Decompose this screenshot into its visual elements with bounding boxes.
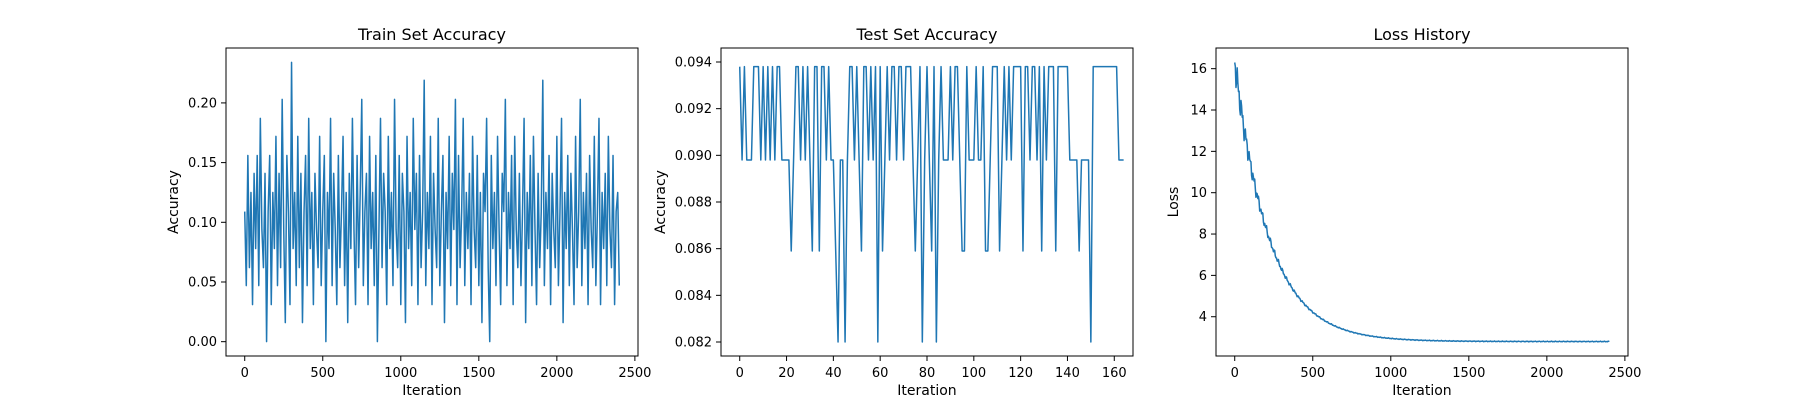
- test-y-tick-label: 0.084: [675, 289, 712, 304]
- loss-x-tick-label: 2000: [1530, 366, 1563, 381]
- test-y-tick-label: 0.088: [675, 196, 712, 211]
- loss-y-tick-label: 16: [1190, 62, 1207, 77]
- test-x-tick-label: 120: [1008, 366, 1033, 381]
- loss-x-tick-label: 1500: [1452, 366, 1485, 381]
- loss-x-axis-label: Iteration: [1392, 383, 1451, 399]
- loss-x-ticks: 0 500 1000 1500 2000 2500: [1231, 356, 1641, 381]
- test-y-ticks: 0.082 0.084 0.086 0.088 0.090 0.092 0.094: [675, 56, 721, 351]
- test-x-tick-label: 20: [778, 366, 795, 381]
- loss-x-tick-label: 500: [1300, 366, 1325, 381]
- test-chart-title: Test Set Accuracy: [856, 25, 998, 44]
- panel-loss-history: Loss History 0 500 1000 1500 2000 2500 4 6 8 10 1…: [1166, 25, 1641, 399]
- train-y-tick-label: 0.15: [188, 156, 217, 171]
- test-y-tick-label: 0.086: [675, 242, 712, 257]
- test-x-tick-label: 100: [961, 366, 986, 381]
- test-y-axis-label: Accuracy: [653, 170, 669, 234]
- loss-plot-frame: [1215, 47, 1629, 357]
- train-x-tick-label: 1500: [462, 366, 495, 381]
- panel-test-accuracy: Test Set Accuracy 0 20 40 60 80 100 120 140 160 …: [653, 25, 1134, 399]
- train-x-tick-label: 2500: [618, 366, 651, 381]
- loss-y-ticks: 4 6 8 10 12 14 16: [1190, 62, 1216, 325]
- train-x-tick-label: 0: [241, 366, 249, 381]
- loss-chart-title: Loss History: [1373, 25, 1470, 44]
- train-y-tick-label: 0.10: [188, 216, 217, 231]
- train-y-tick-label: 0.05: [188, 275, 217, 290]
- train-chart-title: Train Set Accuracy: [357, 25, 506, 44]
- train-x-tick-label: 500: [310, 366, 335, 381]
- test-x-tick-label: 160: [1102, 366, 1127, 381]
- loss-history-line: [1233, 62, 1610, 343]
- panel-train-accuracy: Train Set Accuracy 0 500 1000 1500 2000 2500 …: [166, 25, 651, 399]
- loss-y-tick-label: 12: [1190, 145, 1207, 160]
- loss-y-tick-label: 14: [1190, 104, 1207, 119]
- train-x-tick-label: 2000: [540, 366, 573, 381]
- test-accuracy-line: [738, 65, 1124, 343]
- test-y-tick-label: 0.092: [675, 102, 712, 117]
- loss-x-tick-label: 2500: [1608, 366, 1641, 381]
- test-y-tick-label: 0.090: [675, 149, 712, 164]
- loss-x-tick-label: 1000: [1374, 366, 1407, 381]
- test-x-tick-label: 140: [1055, 366, 1080, 381]
- test-y-tick-label: 0.094: [675, 56, 712, 71]
- train-y-tick-label: 0.00: [188, 335, 217, 350]
- test-x-tick-label: 0: [736, 366, 744, 381]
- test-x-tick-label: 40: [825, 366, 842, 381]
- loss-x-tick-label: 0: [1231, 366, 1239, 381]
- loss-y-tick-label: 10: [1190, 186, 1207, 201]
- train-x-tick-label: 1000: [384, 366, 417, 381]
- train-y-tick-label: 0.20: [188, 96, 217, 111]
- train-y-axis-label: Accuracy: [166, 170, 182, 234]
- test-x-tick-label: 60: [872, 366, 889, 381]
- loss-y-tick-label: 8: [1199, 228, 1207, 243]
- loss-y-tick-label: 6: [1199, 269, 1207, 284]
- loss-y-axis-label: Loss: [1166, 187, 1182, 218]
- test-x-axis-label: Iteration: [897, 383, 956, 399]
- test-x-ticks: 0 20 40 60 80 100 120 140 160: [736, 356, 1127, 381]
- loss-y-tick-label: 4: [1199, 310, 1207, 325]
- test-y-tick-label: 0.082: [675, 336, 712, 351]
- train-y-ticks: 0.00 0.05 0.10 0.15 0.20: [188, 96, 226, 350]
- test-x-tick-label: 80: [919, 366, 936, 381]
- train-plot-frame: [225, 47, 639, 357]
- train-accuracy-line: [243, 61, 621, 343]
- train-x-ticks: 0 500 1000 1500 2000 2500: [241, 356, 651, 381]
- train-x-axis-label: Iteration: [402, 383, 461, 399]
